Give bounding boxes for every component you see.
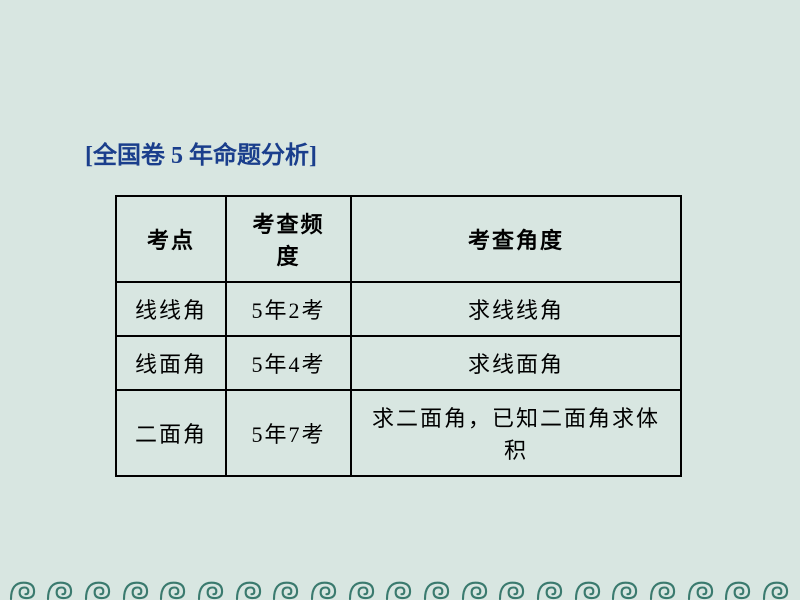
spiral-icon (235, 575, 264, 600)
spiral-icon (197, 575, 226, 600)
spiral-icon (498, 575, 527, 600)
spiral-icon (348, 575, 377, 600)
spiral-icon (84, 575, 113, 600)
table-cell: 线面角 (116, 336, 226, 390)
spiral-icon (9, 575, 38, 600)
table-cell: 5年4考 (226, 336, 351, 390)
spiral-icon (122, 575, 151, 600)
table-cell: 5年7考 (226, 390, 351, 476)
decorative-border (0, 568, 800, 600)
table-cell: 5年2考 (226, 282, 351, 336)
spiral-icon (385, 575, 414, 600)
spiral-icon (762, 575, 791, 600)
analysis-table: 考点 考查频度 考查角度 线线角 5年2考 求线线角 线面角 5年4考 求线面角… (115, 195, 682, 477)
spiral-icon (159, 575, 188, 600)
table-header: 考点 (116, 196, 226, 282)
table-row: 线面角 5年4考 求线面角 (116, 336, 681, 390)
table-row: 线线角 5年2考 求线线角 (116, 282, 681, 336)
table-row: 二面角 5年7考 求二面角，已知二面角求体积 (116, 390, 681, 476)
spiral-icon (687, 575, 716, 600)
spiral-icon (536, 575, 565, 600)
spiral-icon (272, 575, 301, 600)
spiral-icon (310, 575, 339, 600)
table-cell: 二面角 (116, 390, 226, 476)
table-header: 考查频度 (226, 196, 351, 282)
spiral-icon (649, 575, 678, 600)
page-title: [全国卷 5 年命题分析] (85, 135, 682, 170)
table-cell: 线线角 (116, 282, 226, 336)
table-cell: 求线面角 (351, 336, 681, 390)
spiral-icon (46, 575, 75, 600)
spiral-icon (611, 575, 640, 600)
spiral-icon (574, 575, 603, 600)
spiral-icon (423, 575, 452, 600)
table-cell: 求二面角，已知二面角求体积 (351, 390, 681, 476)
table-header-row: 考点 考查频度 考查角度 (116, 196, 681, 282)
content-area: [全国卷 5 年命题分析] 考点 考查频度 考查角度 线线角 5年2考 求线线角… (85, 135, 682, 477)
spiral-icon (461, 575, 490, 600)
table-header: 考查角度 (351, 196, 681, 282)
table-cell: 求线线角 (351, 282, 681, 336)
spiral-icon (724, 575, 753, 600)
